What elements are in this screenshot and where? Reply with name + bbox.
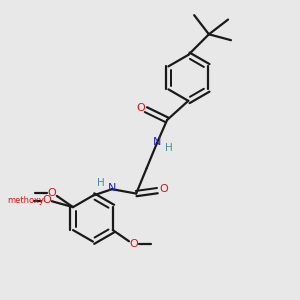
- Text: H: H: [165, 143, 173, 153]
- Text: H: H: [97, 178, 105, 188]
- Text: O: O: [136, 103, 145, 113]
- Text: O: O: [130, 239, 138, 249]
- Text: methoxy: methoxy: [7, 196, 44, 205]
- Text: O: O: [159, 184, 168, 194]
- Text: O: O: [42, 195, 51, 205]
- Text: O: O: [47, 188, 56, 198]
- Text: N: N: [153, 137, 161, 147]
- Text: N: N: [108, 183, 116, 193]
